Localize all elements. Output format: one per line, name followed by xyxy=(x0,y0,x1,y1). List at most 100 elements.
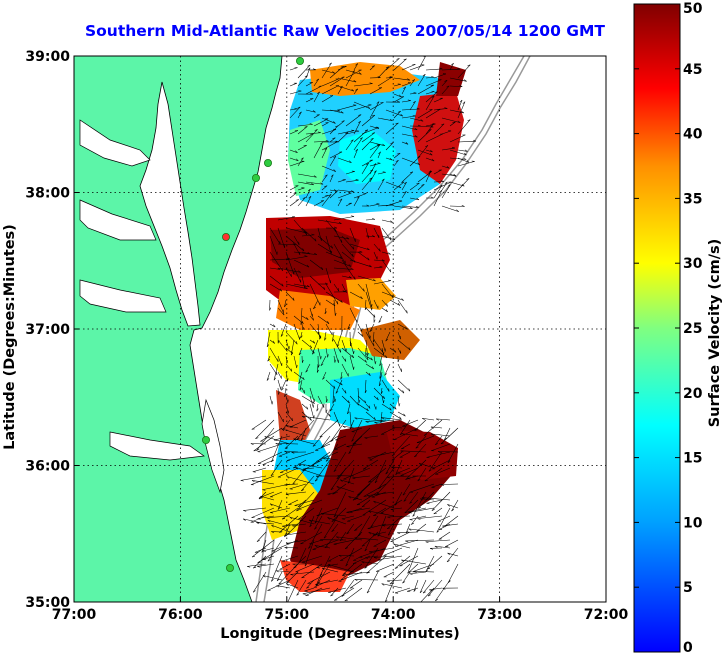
velocity-vector xyxy=(353,88,359,95)
velocity-vector xyxy=(364,539,371,552)
vector-head xyxy=(408,512,412,514)
vector-head xyxy=(357,402,359,406)
velocity-vector xyxy=(316,507,339,516)
vector-head xyxy=(342,290,346,293)
vector-head xyxy=(348,160,352,163)
colorbar-tick-label: 30 xyxy=(683,256,703,272)
velocity-vector xyxy=(365,363,374,370)
velocity-vector xyxy=(409,101,416,111)
vector-head xyxy=(403,191,407,194)
velocity-vector xyxy=(377,76,393,87)
velocity-vector xyxy=(401,133,418,138)
vector-head xyxy=(333,189,337,192)
velocity-vector xyxy=(297,157,304,167)
vector-head xyxy=(378,151,381,155)
velocity-vector xyxy=(277,243,296,246)
vector-head xyxy=(421,184,425,186)
vector-head xyxy=(328,194,332,197)
velocity-vector xyxy=(289,161,305,167)
velocity-vector xyxy=(373,266,383,269)
velocity-vector xyxy=(449,85,463,87)
vector-head xyxy=(379,363,382,366)
velocity-vector xyxy=(280,323,287,337)
velocity-vector xyxy=(381,427,395,435)
vector-head xyxy=(348,451,352,454)
velocity-vector xyxy=(297,126,308,135)
velocity-vector xyxy=(409,483,435,493)
vector-head xyxy=(389,118,393,122)
velocity-vector xyxy=(335,435,347,441)
velocity-vector xyxy=(297,181,314,186)
vector-head xyxy=(294,107,298,110)
velocity-vector xyxy=(309,395,314,408)
velocity-vector xyxy=(243,507,267,511)
vector-head xyxy=(350,267,354,270)
velocity-vector xyxy=(417,125,434,128)
vector-head xyxy=(423,434,427,436)
velocity-vector xyxy=(417,149,433,156)
vector-head xyxy=(324,185,328,187)
vector-head xyxy=(386,476,390,479)
velocity-vector xyxy=(365,219,375,221)
vector-head xyxy=(432,123,436,125)
velocity-vector xyxy=(277,499,283,510)
velocity-vector xyxy=(333,411,341,427)
vector-head xyxy=(298,381,301,384)
velocity-vector xyxy=(346,523,355,535)
velocity-vector xyxy=(252,571,267,593)
vector-head xyxy=(391,454,395,457)
velocity-vectors xyxy=(240,56,477,605)
velocity-vector xyxy=(285,256,308,261)
vector-head xyxy=(368,481,372,483)
velocity-vector xyxy=(277,307,285,316)
vector-head xyxy=(368,372,371,376)
velocity-vector xyxy=(317,331,322,339)
vector-head xyxy=(414,429,418,431)
velocity-vector xyxy=(305,109,316,113)
vector-head xyxy=(373,170,377,173)
vector-head xyxy=(270,512,274,514)
velocity-vector xyxy=(381,219,393,223)
vector-head xyxy=(269,307,272,311)
velocity-vector xyxy=(373,539,387,547)
velocity-vector xyxy=(289,483,307,490)
velocity-vector xyxy=(425,108,441,119)
vector-head xyxy=(327,354,329,358)
velocity-vector xyxy=(354,537,379,541)
velocity-vector xyxy=(322,457,339,461)
velocity-vector xyxy=(357,395,367,404)
velocity-vector xyxy=(367,523,387,529)
velocity-vector xyxy=(449,181,465,187)
velocity-vector xyxy=(295,563,315,573)
vector-head xyxy=(243,518,246,521)
velocity-vector xyxy=(389,347,397,353)
velocity-vector xyxy=(289,82,297,87)
velocity-vector xyxy=(330,587,339,597)
velocity-vector xyxy=(257,443,283,453)
velocity-vector xyxy=(333,395,336,402)
velocity-vector xyxy=(397,531,419,533)
velocity-vector xyxy=(337,77,357,83)
vector-head xyxy=(304,255,308,257)
vector-head xyxy=(361,505,365,508)
bay-inlet-2 xyxy=(79,199,157,241)
vector-head xyxy=(461,184,465,187)
vector-head xyxy=(467,64,471,67)
velocity-vector xyxy=(373,339,383,353)
velocity-vector xyxy=(301,227,317,242)
velocity-vector xyxy=(448,563,459,583)
velocity-vector xyxy=(277,387,279,395)
velocity-vector xyxy=(286,539,307,544)
vector-head xyxy=(337,109,341,112)
velocity-vector xyxy=(361,561,379,565)
velocity-vector xyxy=(355,491,363,500)
velocity-vector xyxy=(293,267,302,283)
vector-head xyxy=(287,603,289,605)
velocity-vector xyxy=(407,475,419,479)
velocity-vector xyxy=(366,571,379,594)
bay-inlet-3 xyxy=(79,279,167,313)
vector-head xyxy=(399,433,403,436)
vector-head xyxy=(372,235,376,238)
vector-head xyxy=(422,74,426,77)
vector-head xyxy=(400,113,403,117)
